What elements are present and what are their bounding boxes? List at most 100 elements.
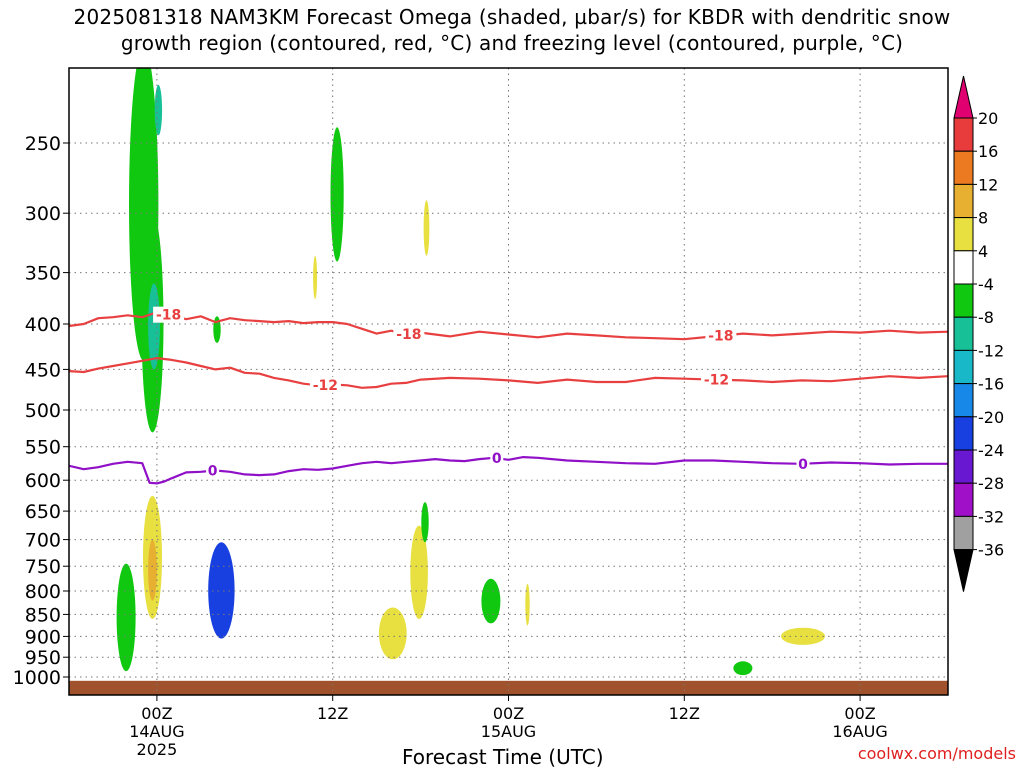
y-tick-label: 800 xyxy=(25,581,61,603)
colorbar-band xyxy=(953,449,974,484)
omega-region xyxy=(208,542,235,639)
colorbar-band xyxy=(953,217,974,252)
x-tick-label: 14AUG xyxy=(129,722,184,741)
omega-region xyxy=(313,255,318,300)
colorbar-bottom-arrow xyxy=(953,549,974,592)
surface-ground xyxy=(69,680,948,695)
chart-title-line-1: 2025081318 NAM3KM Forecast Omega (shaded… xyxy=(73,5,951,29)
colorbar-label: 12 xyxy=(978,175,998,194)
site-credit: coolwx.com/models xyxy=(857,744,1016,763)
y-tick-label: 700 xyxy=(25,530,61,552)
x-axis-label: Forecast Time (UTC) xyxy=(402,745,604,769)
y-tick-label: 300 xyxy=(25,203,61,225)
contour-label: 0 xyxy=(492,451,502,467)
omega-region xyxy=(410,525,428,619)
contour-label-bg xyxy=(206,462,220,479)
colorbar-label: 16 xyxy=(978,142,998,161)
omega-region xyxy=(116,563,136,672)
colorbar-band xyxy=(953,183,974,219)
contour-label: -18 xyxy=(156,308,181,324)
colorbar-band xyxy=(953,482,974,517)
colorbar-label: -12 xyxy=(978,341,1004,360)
y-tick-label: 850 xyxy=(25,604,61,626)
contour-label-bg xyxy=(701,371,732,388)
colorbar-band xyxy=(953,150,974,185)
y-tick-label: 400 xyxy=(25,314,61,336)
colorbar-label: -4 xyxy=(978,275,994,294)
contour-label: -12 xyxy=(704,373,729,389)
y-tick-label: 350 xyxy=(25,263,61,285)
contour-label: -18 xyxy=(708,329,733,345)
y-axis-ticks: 2503003504004505005506006507007508008509… xyxy=(13,133,69,689)
surface-band xyxy=(69,680,948,695)
contour-label-bg xyxy=(153,306,185,323)
omega-shading xyxy=(116,68,825,676)
contour-line xyxy=(69,357,948,389)
omega-region xyxy=(148,283,160,370)
y-tick-label: 450 xyxy=(25,359,61,381)
omega-region xyxy=(330,127,344,262)
contour-label-bg xyxy=(796,455,810,472)
contour-label-bg xyxy=(393,326,425,343)
y-tick-label: 500 xyxy=(25,400,61,422)
colorbar-band xyxy=(953,515,974,551)
contour-label-bg xyxy=(309,376,341,393)
colorbar-band xyxy=(953,416,974,451)
x-tick-label: 00Z xyxy=(844,704,875,723)
x-tick-label: 15AUG xyxy=(481,722,536,741)
colorbar-label: -32 xyxy=(978,507,1004,526)
contour-label: -12 xyxy=(313,378,338,394)
omega-region xyxy=(781,627,825,645)
y-tick-label: 250 xyxy=(25,133,61,155)
colorbar-label: 4 xyxy=(978,242,988,261)
colorbar-label: -16 xyxy=(978,375,1004,394)
y-tick-label: 1000 xyxy=(13,667,61,689)
x-tick-label: 16AUG xyxy=(832,722,887,741)
colorbar-label: 8 xyxy=(978,209,988,228)
colorbar-band xyxy=(953,117,974,152)
colorbar-top-arrow xyxy=(953,75,974,119)
colorbar-band xyxy=(953,349,974,385)
colorbar-label: -36 xyxy=(978,541,1004,560)
chart-title-line-2: growth region (contoured, red, °C) and f… xyxy=(120,31,904,55)
y-tick-label: 950 xyxy=(25,647,61,669)
contour-label: -18 xyxy=(396,327,421,343)
contour-label: 0 xyxy=(208,464,218,480)
contour-label-bg xyxy=(490,450,504,467)
colorbar-label: -8 xyxy=(978,308,994,327)
omega-region xyxy=(154,84,163,136)
colorbar-label: -20 xyxy=(978,408,1004,427)
x-tick-label: 00Z xyxy=(493,704,524,723)
contour-label-bg xyxy=(705,327,737,344)
colorbar-band xyxy=(953,316,974,351)
y-tick-label: 900 xyxy=(25,626,61,648)
omega-region xyxy=(148,539,157,601)
contour-lines: -18 -18 -18 -12 -12 0 0 0 xyxy=(69,306,948,485)
omega-region xyxy=(421,502,429,543)
y-tick-label: 750 xyxy=(25,556,61,578)
contour-label: 0 xyxy=(798,457,808,473)
colorbar-label: -24 xyxy=(978,441,1004,460)
contour-line xyxy=(69,456,948,485)
colorbar-band xyxy=(953,383,974,418)
x-tick-label: 2025 xyxy=(137,740,178,759)
y-tick-label: 550 xyxy=(25,437,61,459)
y-tick-label: 600 xyxy=(25,470,61,492)
omega-region xyxy=(378,607,407,660)
x-tick-label: 12Z xyxy=(317,704,348,723)
omega-region xyxy=(525,583,530,626)
x-tick-label: 12Z xyxy=(669,704,700,723)
colorbar-band xyxy=(953,250,974,285)
omega-region xyxy=(733,661,753,676)
colorbar: 20 16 12 8 4 -4 -8 -12 -16 -20 -24 -28 -32 -36 xyxy=(953,75,1004,592)
colorbar-band xyxy=(953,283,974,318)
colorbar-label: -28 xyxy=(978,474,1004,493)
y-tick-label: 650 xyxy=(25,501,61,523)
colorbar-label: 20 xyxy=(978,109,998,128)
chart-title: 2025081318 NAM3KM Forecast Omega (shaded… xyxy=(0,4,1024,56)
omega-region xyxy=(423,200,430,256)
omega-region xyxy=(481,578,501,624)
x-tick-label: 00Z xyxy=(141,704,172,723)
